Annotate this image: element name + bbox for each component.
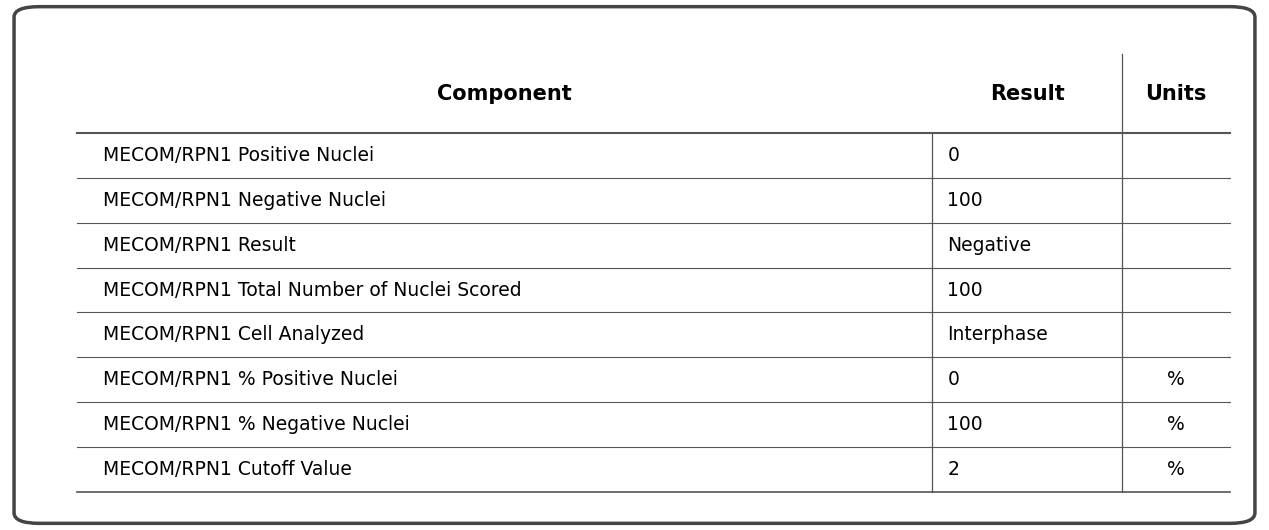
Text: 100: 100: [947, 415, 983, 434]
Text: Component: Component: [438, 84, 572, 104]
FancyBboxPatch shape: [14, 7, 1255, 523]
Text: MECOM/RPN1 Cell Analyzed: MECOM/RPN1 Cell Analyzed: [103, 325, 364, 345]
Text: 100: 100: [947, 280, 983, 299]
Text: 0: 0: [947, 370, 959, 389]
Text: Interphase: Interphase: [947, 325, 1048, 345]
Text: %: %: [1167, 370, 1185, 389]
Text: Negative: Negative: [947, 236, 1032, 255]
Text: MECOM/RPN1 % Negative Nuclei: MECOM/RPN1 % Negative Nuclei: [103, 415, 410, 434]
Text: MECOM/RPN1 Negative Nuclei: MECOM/RPN1 Negative Nuclei: [103, 191, 386, 210]
Text: 2: 2: [947, 460, 959, 479]
Text: %: %: [1167, 460, 1185, 479]
Text: Units: Units: [1145, 84, 1207, 104]
Text: %: %: [1167, 415, 1185, 434]
Text: MECOM/RPN1 Cutoff Value: MECOM/RPN1 Cutoff Value: [103, 460, 352, 479]
Text: Result: Result: [990, 84, 1065, 104]
Text: MECOM/RPN1 Total Number of Nuclei Scored: MECOM/RPN1 Total Number of Nuclei Scored: [103, 280, 522, 299]
Text: MECOM/RPN1 Positive Nuclei: MECOM/RPN1 Positive Nuclei: [103, 146, 374, 165]
Text: MECOM/RPN1 % Positive Nuclei: MECOM/RPN1 % Positive Nuclei: [103, 370, 397, 389]
Text: 0: 0: [947, 146, 959, 165]
Text: 100: 100: [947, 191, 983, 210]
Text: MECOM/RPN1 Result: MECOM/RPN1 Result: [103, 236, 296, 255]
